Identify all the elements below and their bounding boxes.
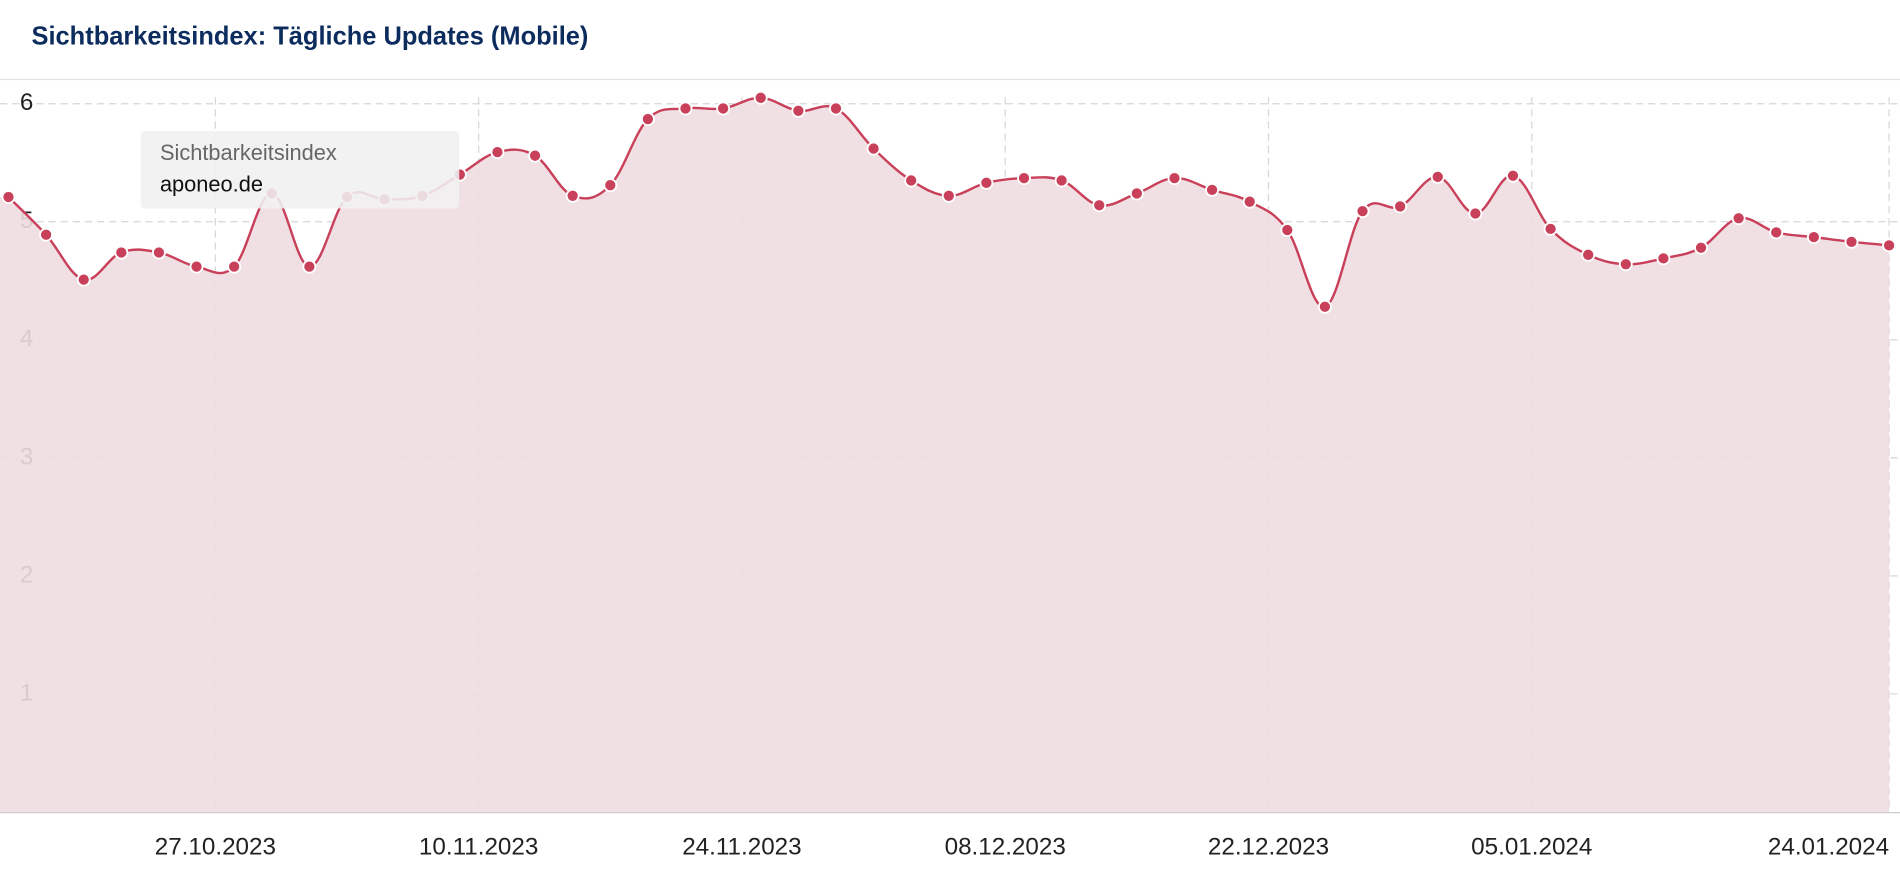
tooltip: Sichtbarkeitsindex aponeo.de (140, 131, 460, 209)
tooltip-text: aponeo.de (160, 171, 263, 196)
data-point (1242, 194, 1257, 209)
data-point (1769, 225, 1784, 240)
y-tick-label: 6 (20, 89, 33, 116)
data-point (39, 227, 54, 242)
data-point (828, 101, 843, 116)
data-point (1543, 221, 1558, 236)
data-point (1430, 169, 1445, 184)
plot-area: 12345627.10.202310.11.202324.11.202308.1… (0, 89, 1900, 861)
data-point (1054, 173, 1069, 188)
data-point (979, 175, 994, 190)
data-point (791, 103, 806, 118)
data-point (1694, 240, 1709, 255)
data-point (1618, 257, 1633, 272)
data-point (528, 148, 543, 163)
x-tick-label: 22.12.2023 (1208, 834, 1329, 861)
data-point (640, 112, 655, 127)
data-point (1092, 198, 1107, 213)
tooltip-title: Sichtbarkeitsindex (160, 140, 337, 165)
data-point (1731, 211, 1746, 226)
data-point (1317, 299, 1332, 314)
x-tick-label: 08.12.2023 (945, 834, 1066, 861)
area (0, 97, 1890, 813)
data-point (76, 272, 91, 287)
data-point (490, 145, 505, 160)
data-point (114, 245, 129, 260)
data-point (1581, 247, 1596, 262)
data-point (302, 259, 317, 274)
data-point (565, 188, 580, 203)
data-point (753, 90, 768, 105)
data-point (603, 178, 618, 193)
x-tick-label: 24.01.2024 (1768, 834, 1889, 861)
data-point (1, 190, 16, 204)
data-point (1882, 238, 1897, 253)
data-point (1355, 204, 1370, 219)
data-point (1017, 171, 1031, 186)
data-point (1468, 206, 1483, 221)
data-point (904, 173, 919, 188)
data-point (1129, 186, 1144, 201)
data-point (189, 259, 204, 274)
data-point (678, 101, 693, 116)
chart-title: Sichtbarkeitsindex: Tägliche Updates (Mo… (32, 22, 589, 50)
data-point (1844, 234, 1859, 249)
data-point (1167, 171, 1182, 186)
data-point (1205, 182, 1220, 197)
x-tick-label: 10.11.2023 (419, 834, 538, 861)
data-point (716, 101, 731, 116)
data-point (1280, 223, 1295, 238)
data-point (1656, 251, 1671, 266)
data-point (941, 188, 956, 203)
x-tick-label: 24.11.2023 (682, 834, 801, 861)
data-point (1393, 199, 1408, 214)
tooltip-box (140, 131, 460, 209)
x-tick-label: 05.01.2024 (1471, 834, 1592, 861)
data-point (866, 141, 881, 156)
data-point (1506, 168, 1520, 183)
data-point (1806, 230, 1821, 245)
x-tick-label: 27.10.2023 (155, 834, 276, 861)
data-point (227, 259, 242, 274)
data-point (151, 245, 166, 260)
